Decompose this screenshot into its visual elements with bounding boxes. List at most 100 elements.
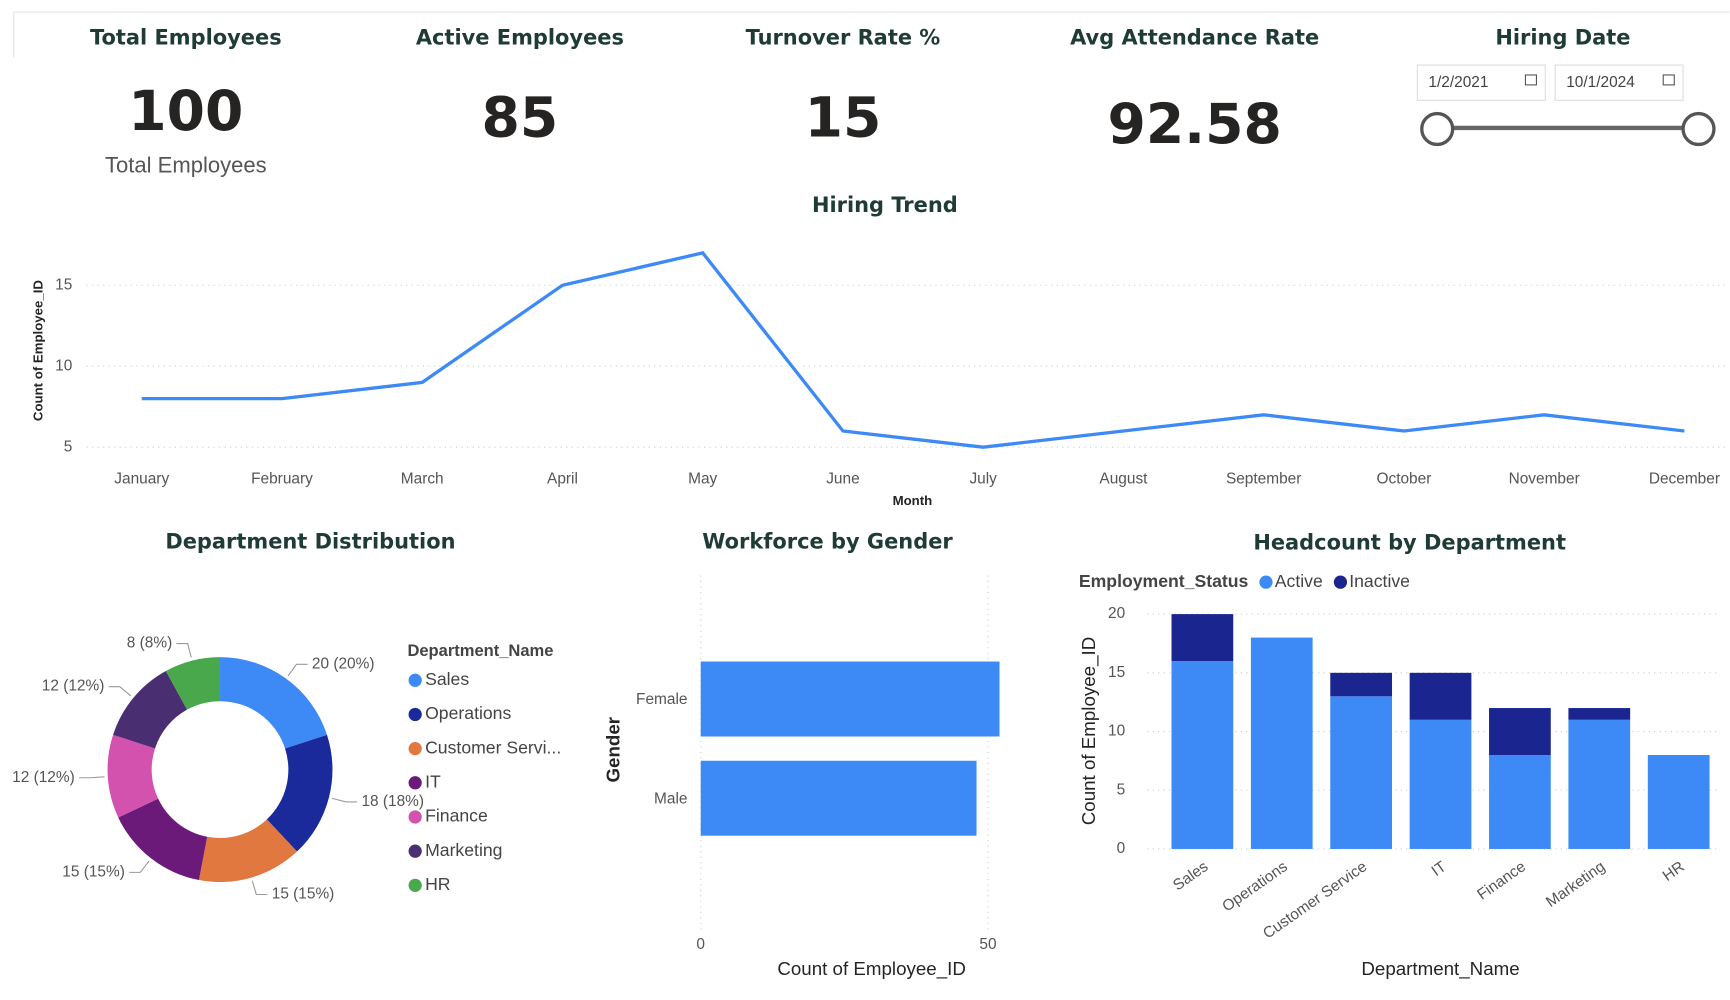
x-axis-title: Department_Name xyxy=(1361,958,1519,980)
x-tick-label: 0 xyxy=(696,936,705,953)
kpi-title: Avg Attendance Rate xyxy=(1070,26,1319,50)
kpi-title: Turnover Rate % xyxy=(746,26,941,50)
chart-title: Workforce by Gender xyxy=(702,529,953,553)
x-tick-label: June xyxy=(826,471,859,488)
calendar-icon[interactable] xyxy=(1662,74,1675,86)
leader-line xyxy=(108,686,132,697)
legend-swatch xyxy=(408,844,422,858)
slider-handle[interactable] xyxy=(1681,111,1716,147)
x-tick-label: May xyxy=(688,471,717,488)
slice xyxy=(198,819,297,883)
y-tick-label: 10 xyxy=(55,357,72,374)
x-tick-label: July xyxy=(969,471,997,488)
x-tick-label: February xyxy=(251,471,313,488)
y-tick-label: Male xyxy=(654,790,687,807)
bar-segment xyxy=(1568,708,1631,720)
x-tick-label: December xyxy=(1649,471,1720,488)
legend-title: Employment_Status xyxy=(1079,571,1249,591)
y-tick-label: 20 xyxy=(1108,605,1125,622)
x-tick-label: January xyxy=(114,471,169,488)
legend-swatch xyxy=(408,776,422,790)
leader-line xyxy=(287,663,308,677)
kpi-value: 15 xyxy=(805,85,882,149)
x-tick-label: October xyxy=(1376,471,1431,488)
y-axis-title: Count of Employee_ID xyxy=(31,280,46,421)
data-label: 12 (12%) xyxy=(12,769,75,786)
bar xyxy=(700,760,977,836)
legend-swatch xyxy=(408,742,422,756)
legend-label: Customer Servi... xyxy=(425,737,561,757)
leader-line xyxy=(79,776,105,779)
date-filter: Hiring Date 1/2/2021 10/1/2024 xyxy=(1416,26,1716,147)
slice xyxy=(113,671,188,749)
x-tick-label: Finance xyxy=(1474,858,1529,903)
slice xyxy=(107,734,159,818)
y-tick-label: Female xyxy=(636,691,687,708)
x-tick-label: Sales xyxy=(1170,858,1212,894)
bar-segment xyxy=(1250,637,1313,849)
chart-title: Hiring Trend xyxy=(812,193,958,217)
calendar-icon[interactable] xyxy=(1524,74,1537,86)
x-tick-label: September xyxy=(1226,471,1301,488)
y-axis-title: Gender xyxy=(603,717,624,783)
line xyxy=(141,251,1685,449)
bar-segment xyxy=(1171,661,1234,849)
leader-line xyxy=(332,797,358,803)
x-tick-label: 50 xyxy=(979,936,996,953)
legend-label: HR xyxy=(425,874,450,894)
x-tick-label: Marketing xyxy=(1543,858,1608,911)
legend-label: Operations xyxy=(425,703,511,723)
data-label: 18 (18%) xyxy=(361,793,424,810)
slice xyxy=(165,657,221,710)
leader-line xyxy=(176,643,192,658)
bar-segment xyxy=(1409,719,1472,849)
kpi-value: 92.58 xyxy=(1107,92,1281,156)
kpi-title: Active Employees xyxy=(416,26,624,50)
x-tick-label: November xyxy=(1509,471,1580,488)
slider-handle[interactable] xyxy=(1420,111,1455,147)
legend-swatch xyxy=(1259,575,1273,589)
slice xyxy=(220,657,327,749)
bar-segment xyxy=(1489,708,1551,756)
y-axis-title: Count of Employee_ID xyxy=(1078,637,1100,826)
legend-swatch xyxy=(408,810,422,824)
chart-title: Headcount by Department xyxy=(1253,531,1566,555)
y-tick-label: 5 xyxy=(64,438,73,455)
y-tick-label: 10 xyxy=(1108,723,1125,740)
data-label: 12 (12%) xyxy=(42,678,105,695)
y-tick-label: 5 xyxy=(1117,781,1126,798)
legend-label: Finance xyxy=(425,806,488,826)
legend-swatch xyxy=(408,673,422,687)
legend-label: IT xyxy=(425,771,441,791)
bar-segment xyxy=(1489,755,1551,849)
legend-label: Marketing xyxy=(425,840,502,860)
y-tick-label: 15 xyxy=(55,276,72,293)
bar-segment xyxy=(1568,719,1631,849)
slice xyxy=(266,734,333,852)
legend-label: Sales xyxy=(425,669,469,689)
filter-title: Hiring Date xyxy=(1495,26,1630,50)
legend-swatch xyxy=(408,707,422,722)
legend-swatch xyxy=(1333,575,1348,589)
x-tick-label: Operations xyxy=(1219,858,1291,915)
kpi-title: Total Employees xyxy=(90,26,282,50)
legend-title: Department_Name xyxy=(407,641,553,660)
slice xyxy=(118,798,208,881)
legend-swatch xyxy=(408,878,422,892)
chart-title: Department Distribution xyxy=(165,529,455,553)
leader-line xyxy=(129,860,150,873)
kpi-subtitle: Total Employees xyxy=(105,152,267,177)
x-tick-label: August xyxy=(1099,471,1148,488)
start-date: 1/2/2021 xyxy=(1428,74,1488,91)
end-date-box[interactable] xyxy=(1554,64,1684,101)
x-tick-label: April xyxy=(547,471,578,488)
data-label: 15 (15%) xyxy=(272,886,335,903)
x-axis-title: Count of Employee_ID xyxy=(777,958,966,980)
bar xyxy=(700,661,1000,737)
x-tick-label: March xyxy=(401,471,444,488)
kpi-value: 100 xyxy=(128,79,243,143)
bar-segment xyxy=(1647,755,1710,849)
x-axis-title: Month xyxy=(893,493,933,508)
start-date-box[interactable] xyxy=(1416,64,1546,101)
